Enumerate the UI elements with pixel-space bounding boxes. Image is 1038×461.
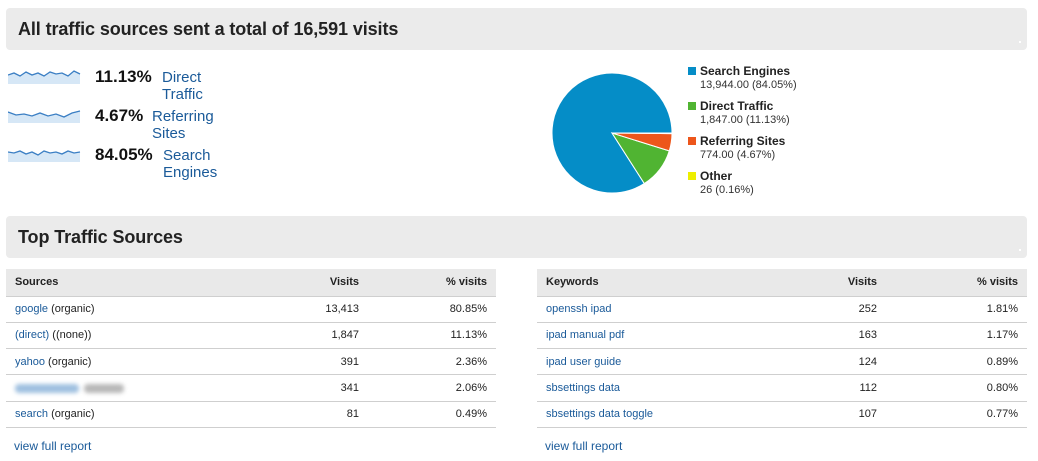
keyword-cell: sbsettings data toggle xyxy=(537,401,787,428)
keyword-link[interactable]: sbsettings data toggle xyxy=(546,408,654,421)
traffic-sources-pie-chart xyxy=(551,72,673,194)
legend-value: 774.00 (4.67%) xyxy=(700,149,776,161)
column-header-percent-visits: % visits xyxy=(368,269,496,297)
source-cell: yahoo (organic) xyxy=(6,348,276,376)
table-row: openssh ipad 252 1.81% xyxy=(537,296,1027,323)
legend-swatch xyxy=(688,172,696,180)
column-header-sources: Sources xyxy=(6,269,276,297)
percent-cell: 11.13% xyxy=(368,322,496,350)
percent-cell: 0.89% xyxy=(886,348,1027,376)
visits-cell: 1,847 xyxy=(276,322,368,350)
visits-summary-header: All traffic sources sent a total of 16,5… xyxy=(6,8,1027,50)
source-cell-redacted xyxy=(6,374,276,402)
source-medium: (organic) xyxy=(48,408,95,421)
percent-cell: 80.85% xyxy=(368,296,496,323)
percent-cell: 2.36% xyxy=(368,348,496,376)
legend-value: 26 (0.16%) xyxy=(700,184,754,196)
keyword-cell: ipad manual pdf xyxy=(537,322,787,350)
visits-summary-title: All traffic sources sent a total of 16,5… xyxy=(18,19,399,39)
percent-cell: 1.17% xyxy=(886,322,1027,350)
keyword-cell: sbsettings data xyxy=(537,374,787,402)
header-corner-marker xyxy=(1019,41,1021,43)
search-engines-link[interactable]: Search Engines xyxy=(163,147,218,181)
table-row: 341 2.06% xyxy=(6,374,496,402)
sources-table: Sources Visits % visits google (organic)… xyxy=(6,269,496,428)
legend-swatch xyxy=(688,102,696,110)
percent-cell: 2.06% xyxy=(368,374,496,402)
summary-percent: 11.13% xyxy=(95,67,152,86)
table-row: search (organic) 81 0.49% xyxy=(6,401,496,428)
table-row: (direct) ((none)) 1,847 11.13% xyxy=(6,322,496,350)
legend-swatch xyxy=(688,137,696,145)
visits-cell: 124 xyxy=(787,348,886,376)
source-medium: (organic) xyxy=(44,355,92,368)
source-medium: ((none)) xyxy=(49,329,92,342)
keywords-view-full-report-link[interactable]: view full report xyxy=(545,439,623,453)
column-header-keywords: Keywords xyxy=(537,269,787,297)
percent-cell: 0.77% xyxy=(886,401,1027,428)
pie-slice-other xyxy=(611,132,673,135)
keyword-cell: ipad user guide xyxy=(537,348,787,376)
legend-swatch xyxy=(688,67,696,75)
column-header-percent-visits: % visits xyxy=(886,269,1027,297)
table-row: ipad manual pdf 163 1.17% xyxy=(537,322,1027,350)
summary-percent: 84.05% xyxy=(95,145,153,164)
source-medium: (organic) xyxy=(48,303,95,316)
legend-name: Search Engines xyxy=(700,64,791,78)
top-traffic-sources-title: Top Traffic Sources xyxy=(18,227,183,247)
keyword-link[interactable]: sbsettings data xyxy=(546,382,620,395)
sparkline-icon xyxy=(8,70,81,84)
visits-cell: 163 xyxy=(787,322,886,350)
source-link[interactable]: (direct) xyxy=(15,329,50,342)
keywords-table: Keywords Visits % visits openssh ipad 25… xyxy=(537,269,1027,428)
sparkline-icon xyxy=(8,110,81,123)
redacted-source-medium xyxy=(84,383,125,393)
keyword-cell: openssh ipad xyxy=(537,296,787,323)
referring-sites-link[interactable]: Referring Sites xyxy=(152,108,214,142)
keyword-link[interactable]: ipad manual pdf xyxy=(546,329,625,342)
source-link[interactable]: google xyxy=(15,303,49,316)
legend-name: Referring Sites xyxy=(700,134,786,148)
legend-name: Other xyxy=(700,169,733,183)
source-cell: (direct) ((none)) xyxy=(6,322,276,350)
legend-value: 13,944.00 (84.05%) xyxy=(700,79,797,91)
table-row: google (organic) 13,413 80.85% xyxy=(6,296,496,323)
legend-name: Direct Traffic xyxy=(700,99,774,113)
percent-cell: 1.81% xyxy=(886,296,1027,323)
table-row: yahoo (organic) 391 2.36% xyxy=(6,348,496,376)
visits-cell: 81 xyxy=(276,401,368,428)
direct-traffic-link[interactable]: Direct Traffic xyxy=(162,69,203,103)
visits-cell: 391 xyxy=(276,348,368,376)
legend-value: 1,847.00 (11.13%) xyxy=(700,114,790,126)
table-row: ipad user guide 124 0.89% xyxy=(537,348,1027,376)
table-row: sbsettings data 112 0.80% xyxy=(537,374,1027,402)
visits-cell: 341 xyxy=(276,374,368,402)
column-header-visits: Visits xyxy=(276,269,368,297)
summary-percent: 4.67% xyxy=(95,106,144,125)
table-row: sbsettings data toggle 107 0.77% xyxy=(537,401,1027,428)
visits-cell: 107 xyxy=(787,401,886,428)
percent-cell: 0.80% xyxy=(886,374,1027,402)
percent-cell: 0.49% xyxy=(368,401,496,428)
redacted-source-link[interactable] xyxy=(15,383,79,393)
visits-cell: 252 xyxy=(787,296,886,323)
sources-view-full-report-link[interactable]: view full report xyxy=(14,439,92,453)
visits-cell: 112 xyxy=(787,374,886,402)
keyword-link[interactable]: ipad user guide xyxy=(546,355,622,368)
header-corner-marker xyxy=(1019,249,1021,251)
table-header-row: Keywords Visits % visits xyxy=(537,269,1027,297)
source-link[interactable]: yahoo xyxy=(15,355,45,368)
visits-cell: 13,413 xyxy=(276,296,368,323)
source-link[interactable]: search xyxy=(15,408,49,421)
sparkline-icon xyxy=(8,150,81,162)
column-header-visits: Visits xyxy=(787,269,886,297)
source-cell: google (organic) xyxy=(6,296,276,323)
keyword-link[interactable]: openssh ipad xyxy=(546,303,612,316)
top-traffic-sources-header: Top Traffic Sources xyxy=(6,216,1027,258)
source-cell: search (organic) xyxy=(6,401,276,428)
table-header-row: Sources Visits % visits xyxy=(6,269,496,297)
